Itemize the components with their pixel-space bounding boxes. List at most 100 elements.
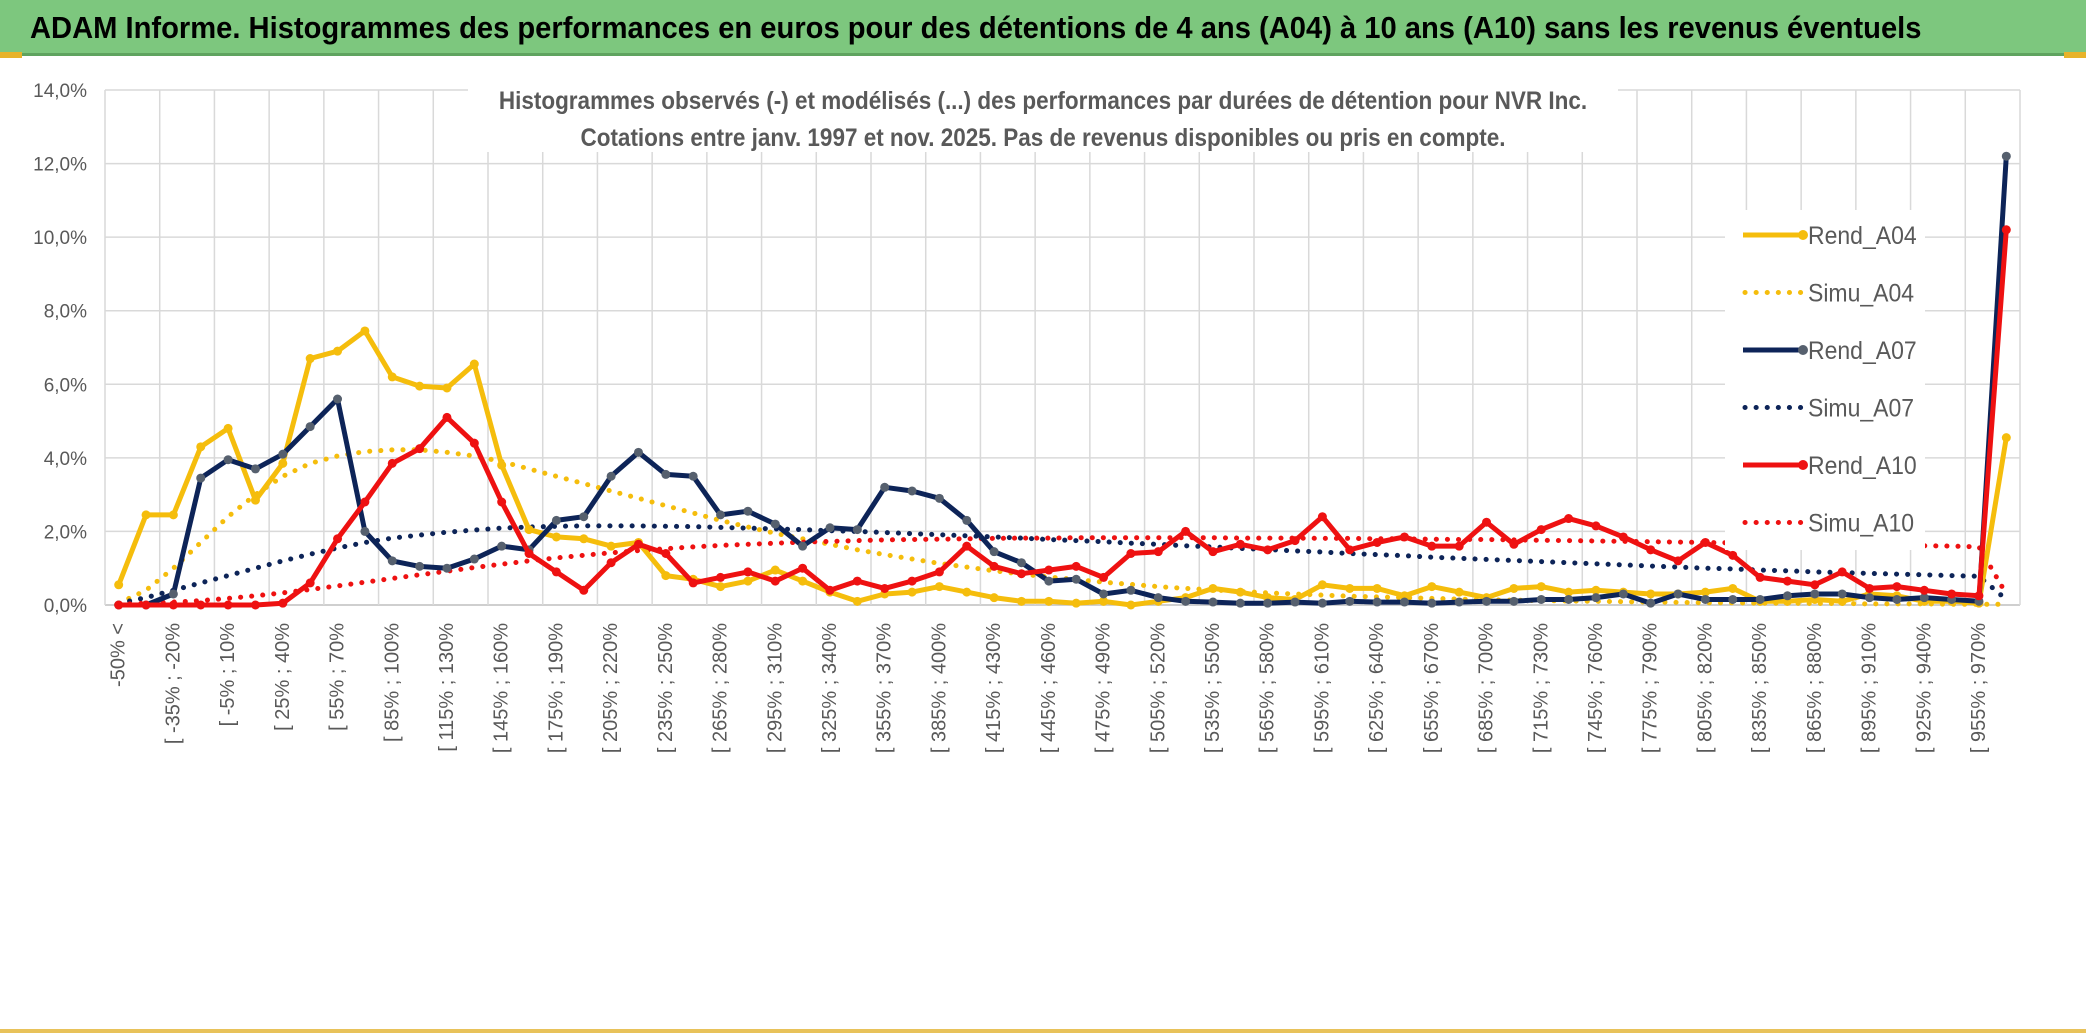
data-point — [1591, 593, 1601, 603]
data-point — [2001, 433, 2011, 443]
x-tick-label: [ 205% ; 220% — [600, 623, 622, 753]
data-point — [551, 567, 561, 577]
data-point — [497, 497, 507, 507]
y-axis: 0,0% 2,0% 4,0% 6,0% 8,0% 10,0% 12,0% 14,0% — [33, 81, 87, 617]
data-point — [989, 593, 999, 603]
data-point — [1235, 598, 1245, 608]
data-point — [934, 582, 944, 592]
data-point — [223, 423, 233, 433]
x-tick-label: [ -5% ; 10% — [217, 623, 239, 727]
data-point — [1755, 572, 1765, 582]
series-line — [116, 523, 2009, 606]
x-tick-label: [ 115% ; 130% — [436, 623, 458, 752]
data-point — [196, 473, 206, 483]
data-point — [934, 493, 944, 503]
data-point — [469, 554, 479, 564]
corner-accent-left — [0, 52, 22, 58]
data-point — [579, 534, 589, 544]
legend-label: Rend_A07 — [1808, 337, 1917, 365]
data-point — [1865, 593, 1875, 603]
data-point — [1618, 589, 1628, 599]
data-point — [1372, 583, 1382, 593]
x-tick-label: -50% < — [108, 623, 130, 687]
data-point — [1317, 512, 1327, 522]
data-point — [743, 567, 753, 577]
data-point — [442, 563, 452, 573]
x-tick-label: [ 85% ; 100% — [381, 623, 403, 742]
data-point — [1536, 582, 1546, 592]
data-point — [168, 600, 178, 610]
data-point — [962, 541, 972, 551]
data-point — [469, 438, 479, 448]
data-point — [962, 515, 972, 525]
series-simu-a10 — [116, 535, 2009, 607]
data-point — [223, 455, 233, 465]
data-point — [333, 346, 343, 356]
data-point — [333, 534, 343, 544]
data-point — [1126, 600, 1136, 610]
data-point — [770, 565, 780, 575]
data-point — [278, 449, 288, 459]
x-tick-label: [ 805% ; 820% — [1694, 623, 1716, 753]
data-point — [1591, 585, 1601, 595]
legend-label: Simu_A07 — [1808, 395, 1914, 423]
legend-item-simu-a04: Simu_A04 — [1742, 280, 1914, 308]
data-point — [606, 471, 616, 481]
series-line — [116, 535, 2009, 607]
data-point — [825, 585, 835, 595]
data-point — [497, 460, 507, 470]
x-tick-label: [ 235% ; 250% — [655, 623, 677, 753]
data-point — [1947, 589, 1957, 599]
x-tick-label: [ 625% ; 640% — [1366, 623, 1388, 753]
data-point — [1372, 597, 1382, 607]
data-point — [1482, 517, 1492, 527]
data-point — [743, 506, 753, 516]
data-point — [1208, 547, 1218, 557]
data-point — [1399, 532, 1409, 542]
y-tick-label: 14,0% — [33, 81, 87, 102]
data-point — [1016, 569, 1026, 579]
series-simu-a07 — [116, 523, 2009, 606]
data-point — [1126, 549, 1136, 558]
data-point — [1892, 594, 1902, 604]
data-point — [250, 464, 260, 474]
report-title: ADAM Informe. Histogrammes des performan… — [30, 10, 1922, 45]
x-tick-label: [ 715% ; 730% — [1530, 623, 1552, 753]
data-point — [1810, 580, 1820, 590]
data-point — [579, 585, 589, 595]
x-tick-label: [ 445% ; 460% — [1038, 623, 1060, 753]
data-point — [907, 587, 917, 597]
y-tick-label: 2,0% — [44, 522, 87, 543]
data-point — [606, 558, 616, 568]
data-point — [387, 372, 397, 382]
data-point — [989, 561, 999, 571]
data-point — [1728, 550, 1738, 560]
data-point — [415, 561, 425, 571]
bottom-border — [0, 1029, 2086, 1033]
legend-label: Rend_A04 — [1808, 222, 1917, 250]
chart-title-line1: Histogrammes observés (-) et modélisés (… — [499, 87, 1587, 115]
legend-marker — [1798, 345, 1808, 355]
data-point — [1317, 580, 1327, 590]
data-point — [1044, 576, 1054, 586]
x-tick-label: [ -35% ; -20% — [162, 623, 184, 744]
data-point — [1263, 545, 1273, 555]
x-tick-label: [ 505% ; 520% — [1147, 623, 1169, 753]
x-tick-label: [ 895% ; 910% — [1859, 623, 1881, 753]
data-point — [1728, 594, 1738, 604]
data-point — [1673, 589, 1683, 599]
data-point — [1208, 597, 1218, 607]
data-point — [661, 549, 671, 558]
data-point — [716, 582, 726, 592]
data-point — [852, 576, 862, 586]
data-point — [223, 600, 233, 610]
x-tick-label: [ 685% ; 700% — [1476, 623, 1498, 753]
data-point — [360, 326, 370, 336]
data-point — [606, 541, 616, 551]
data-point — [1099, 589, 1109, 599]
data-point — [196, 600, 206, 610]
data-point — [1919, 585, 1929, 595]
x-tick-label: [ 835% ; 850% — [1749, 623, 1771, 753]
data-point — [1700, 587, 1710, 597]
legend-label: Simu_A04 — [1808, 280, 1914, 308]
